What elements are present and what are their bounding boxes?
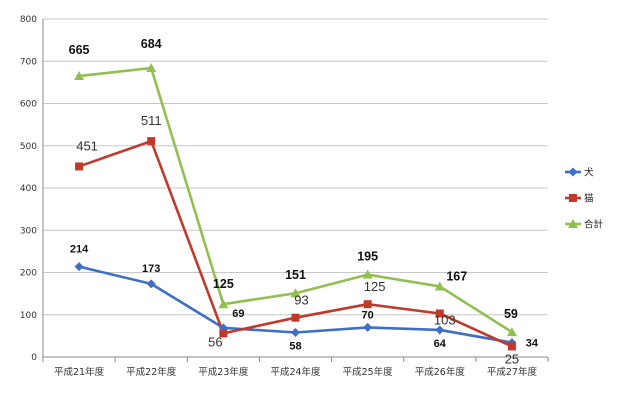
data-point-marker — [147, 137, 156, 146]
data-label: 511 — [141, 113, 162, 128]
data-label: 151 — [285, 268, 306, 282]
data-label: 665 — [69, 43, 90, 57]
data-label: 69 — [232, 308, 244, 320]
legend-label: 犬 — [584, 167, 594, 179]
legend-item: 合計 — [565, 219, 604, 231]
data-point-marker — [146, 279, 156, 289]
data-label: 125 — [213, 277, 234, 291]
data-point-marker — [363, 300, 372, 309]
y-tick-label: 700 — [20, 57, 37, 67]
data-label: 64 — [434, 338, 447, 350]
data-label: 684 — [141, 37, 162, 51]
y-tick-label: 500 — [20, 142, 37, 152]
gridlines — [43, 18, 548, 316]
data-point-marker — [290, 288, 301, 298]
data-point-marker — [291, 327, 300, 337]
data-labels: 214 173 69 58 70 64 34 451 511 56 93 125 103 25 665 684… — [69, 37, 539, 366]
data-point-marker — [146, 63, 157, 73]
data-point-marker — [506, 327, 517, 337]
data-point-marker — [363, 322, 373, 332]
data-label: 25 — [505, 351, 519, 366]
data-label: 167 — [446, 269, 467, 283]
data-label: 34 — [526, 338, 539, 350]
data-label: 58 — [289, 340, 301, 352]
data-point-marker — [435, 325, 445, 335]
data-label: 70 — [362, 309, 374, 321]
data-point-marker — [362, 269, 373, 279]
data-label: 93 — [294, 293, 308, 308]
y-tick-label: 0 — [31, 353, 37, 363]
data-point-marker — [291, 313, 300, 322]
y-tick-label: 300 — [20, 226, 37, 236]
x-tick-label: 平成25年度 — [343, 366, 394, 378]
data-label: 195 — [357, 250, 378, 264]
data-label: 214 — [70, 244, 89, 256]
data-point-marker — [569, 194, 577, 202]
x-tick-label: 平成24年度 — [270, 366, 321, 378]
y-tick-label: 400 — [20, 184, 37, 194]
data-label: 103 — [434, 312, 456, 327]
data-point-marker — [434, 281, 445, 291]
data-point-marker — [507, 342, 516, 351]
legend-label: 合計 — [584, 219, 604, 231]
y-tick-label: 100 — [20, 311, 37, 321]
data-point-marker — [74, 71, 85, 81]
data-label: 451 — [76, 138, 98, 153]
legend-label: 猫 — [584, 193, 594, 205]
x-tick-label: 平成21年度 — [54, 366, 105, 378]
data-point-marker — [435, 309, 444, 318]
x-tick-label: 平成26年度 — [415, 366, 466, 378]
data-label: 59 — [504, 307, 518, 321]
legend-item: 猫 — [565, 193, 594, 205]
data-point-marker — [75, 162, 84, 171]
y-tick-label: 800 — [20, 15, 37, 25]
y-tick-label: 600 — [20, 100, 37, 110]
legend-item: 犬 — [565, 167, 594, 179]
data-point-marker — [218, 299, 229, 309]
x-tick-label: 平成23年度 — [198, 366, 249, 378]
series-markers — [74, 63, 517, 351]
data-point-marker — [74, 262, 84, 272]
data-label: 125 — [364, 279, 386, 294]
data-point-marker — [568, 167, 578, 177]
data-label: 173 — [142, 263, 160, 275]
x-tick-label: 平成22年度 — [126, 366, 177, 378]
data-point-marker — [568, 219, 578, 228]
x-tick-label: 平成27年度 — [487, 366, 538, 378]
axes: 0 100 200 300 400 500 600 700 800 平成21年度 平成22年度 平成2… — [20, 15, 549, 378]
data-label: 56 — [208, 334, 222, 349]
data-point-marker — [219, 329, 228, 338]
y-tick-label: 200 — [20, 269, 37, 279]
